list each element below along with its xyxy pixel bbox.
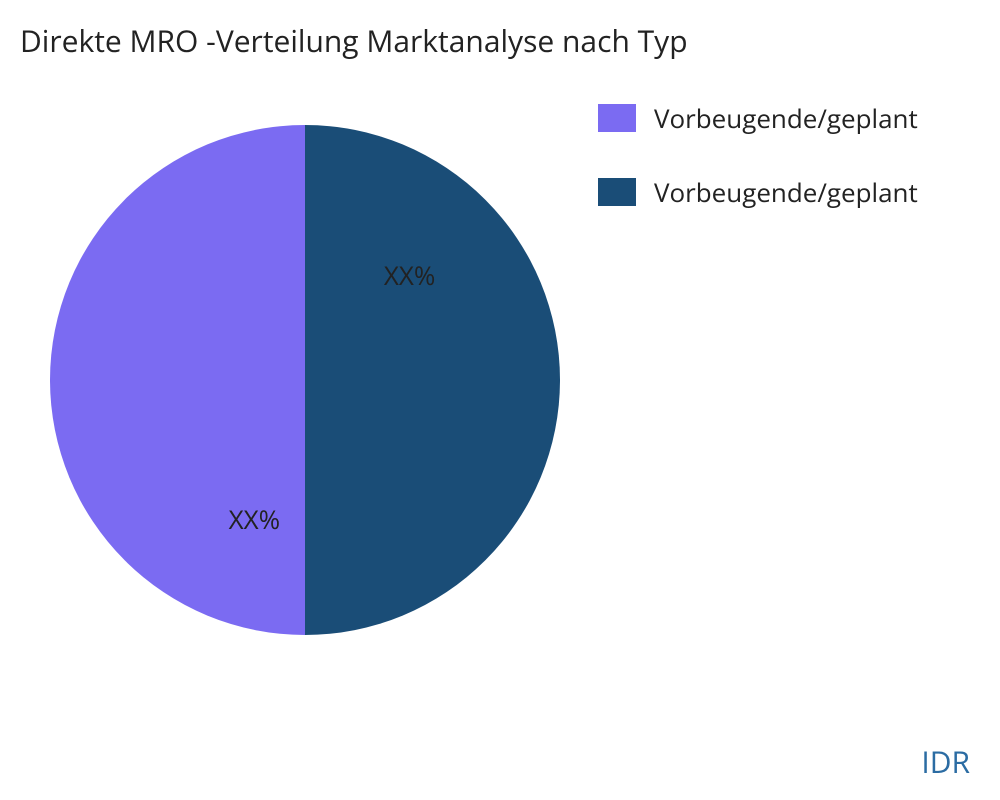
pie-slice	[50, 125, 305, 635]
legend-swatch	[598, 104, 636, 132]
legend-label: Vorbeugende/geplant	[654, 100, 918, 136]
legend-label: Vorbeugende/geplant	[654, 174, 918, 210]
legend-item: Vorbeugende/geplant	[598, 100, 918, 136]
legend-item: Vorbeugende/geplant	[598, 174, 918, 210]
pie-svg	[50, 125, 560, 635]
pie-slice	[305, 125, 560, 635]
legend: Vorbeugende/geplant Vorbeugende/geplant	[598, 100, 918, 210]
legend-swatch	[598, 178, 636, 206]
chart-title: Direkte MRO -Verteilung Marktanalyse nac…	[20, 20, 688, 61]
pie-slice-label: XX%	[384, 257, 436, 293]
pie-slice-label: XX%	[229, 501, 281, 537]
pie-chart: XX% XX%	[50, 125, 560, 635]
footer-brand: IDR	[921, 741, 970, 782]
